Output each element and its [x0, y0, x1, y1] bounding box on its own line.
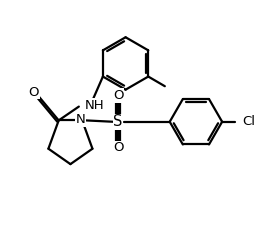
Text: O: O — [113, 141, 123, 155]
Text: O: O — [113, 89, 123, 102]
Text: N: N — [76, 113, 86, 126]
Text: NH: NH — [85, 99, 105, 112]
Text: Cl: Cl — [242, 115, 255, 128]
Text: O: O — [29, 86, 39, 99]
Text: S: S — [113, 114, 123, 129]
